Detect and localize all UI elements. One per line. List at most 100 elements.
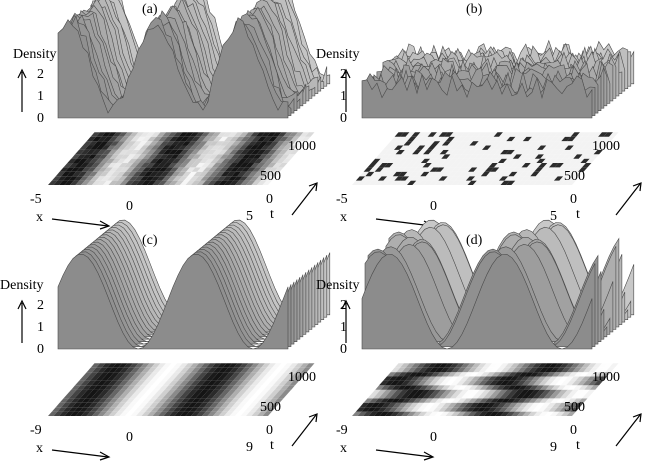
density-cell bbox=[484, 398, 494, 403]
density-cell bbox=[173, 132, 183, 137]
t-axis-arrowhead bbox=[308, 182, 318, 192]
density-cell bbox=[522, 149, 532, 155]
density-cell bbox=[582, 149, 592, 155]
density-cell bbox=[274, 154, 285, 159]
density-cell bbox=[208, 154, 219, 159]
density-cell bbox=[546, 141, 556, 146]
density-cell bbox=[236, 372, 247, 377]
density-cell bbox=[106, 407, 117, 412]
density-cell bbox=[508, 158, 519, 163]
density-cell bbox=[582, 163, 592, 168]
density-cell bbox=[391, 385, 402, 390]
density-cell bbox=[184, 394, 194, 399]
density-cell bbox=[55, 171, 66, 177]
density-cell bbox=[545, 154, 556, 159]
density-cell bbox=[62, 176, 73, 181]
density-cell bbox=[513, 171, 524, 177]
density-cell bbox=[173, 363, 183, 368]
density-cell bbox=[555, 411, 565, 416]
density-cell bbox=[274, 398, 284, 403]
density-cell bbox=[405, 145, 415, 150]
density-cell bbox=[535, 141, 545, 146]
density-cell bbox=[456, 367, 467, 373]
density-cell bbox=[103, 398, 113, 403]
density-cell bbox=[496, 385, 506, 390]
density-cell bbox=[200, 132, 210, 137]
density-cell bbox=[207, 180, 217, 185]
density-cell bbox=[224, 411, 234, 416]
density-cell bbox=[146, 163, 156, 168]
density-cell bbox=[218, 180, 228, 185]
density-cell bbox=[561, 180, 571, 185]
density-cell bbox=[222, 407, 232, 412]
density-cell bbox=[550, 398, 560, 403]
density-cell bbox=[163, 380, 173, 386]
density-cell bbox=[530, 158, 541, 163]
density-cell bbox=[233, 145, 243, 150]
density-cell bbox=[438, 407, 448, 412]
density-cell bbox=[379, 380, 389, 386]
density-cell bbox=[136, 398, 146, 403]
density-cell bbox=[229, 136, 240, 142]
density-cell bbox=[414, 141, 424, 146]
density-cell bbox=[241, 385, 252, 390]
density-cell bbox=[409, 389, 420, 394]
density-cell bbox=[363, 398, 373, 403]
density-cell bbox=[535, 372, 545, 377]
density-cell bbox=[508, 389, 519, 394]
density-cell bbox=[581, 132, 591, 137]
density-cell bbox=[97, 136, 108, 142]
density-cell bbox=[269, 141, 280, 146]
density-cell bbox=[506, 180, 516, 185]
density-cell bbox=[93, 385, 103, 390]
density-cell bbox=[529, 154, 539, 159]
density-cell bbox=[433, 394, 443, 399]
density-cell bbox=[138, 389, 149, 394]
density-cell bbox=[270, 402, 280, 408]
density-cell bbox=[290, 367, 300, 373]
density-cell bbox=[129, 363, 139, 368]
density-cell bbox=[212, 149, 222, 155]
density-cell bbox=[401, 149, 411, 155]
density-cell bbox=[458, 402, 469, 408]
density-cell bbox=[487, 407, 498, 412]
density-cell bbox=[294, 132, 304, 137]
density-cell bbox=[579, 372, 589, 377]
density-cell bbox=[202, 180, 212, 185]
density-cell bbox=[295, 136, 306, 142]
density-cell bbox=[467, 367, 478, 373]
density-cell bbox=[152, 180, 162, 185]
density-cell bbox=[195, 394, 205, 399]
density-cell bbox=[246, 398, 256, 403]
density-cell bbox=[466, 132, 476, 137]
density-cell bbox=[95, 376, 105, 381]
density-cell bbox=[413, 167, 423, 172]
density-cell bbox=[110, 171, 121, 177]
density-cell bbox=[438, 132, 448, 137]
density-cell bbox=[169, 411, 179, 416]
t-tick-bottom: 0 bbox=[570, 423, 577, 438]
density-cell bbox=[435, 385, 446, 390]
density-cell bbox=[405, 176, 415, 181]
density-cell bbox=[124, 380, 134, 386]
density-cell bbox=[513, 141, 523, 146]
density-cell bbox=[412, 149, 422, 155]
density-cell bbox=[578, 398, 588, 403]
density-cell bbox=[240, 136, 251, 142]
density-cell bbox=[137, 154, 147, 159]
density-axis-label: Density bbox=[316, 278, 360, 293]
density-cell bbox=[376, 389, 387, 394]
density-cell bbox=[224, 167, 234, 172]
density-cell bbox=[136, 367, 146, 373]
density-cell bbox=[419, 385, 429, 390]
density-cell bbox=[144, 389, 154, 394]
density-cell bbox=[163, 367, 174, 373]
density-cell bbox=[125, 367, 135, 373]
t-axis-label: t bbox=[576, 438, 580, 453]
density-cell bbox=[484, 367, 494, 373]
density-cell bbox=[474, 385, 484, 390]
density-cell bbox=[171, 402, 181, 408]
density-cell bbox=[445, 411, 455, 416]
density-cell bbox=[491, 141, 501, 146]
density-cell bbox=[492, 389, 502, 394]
